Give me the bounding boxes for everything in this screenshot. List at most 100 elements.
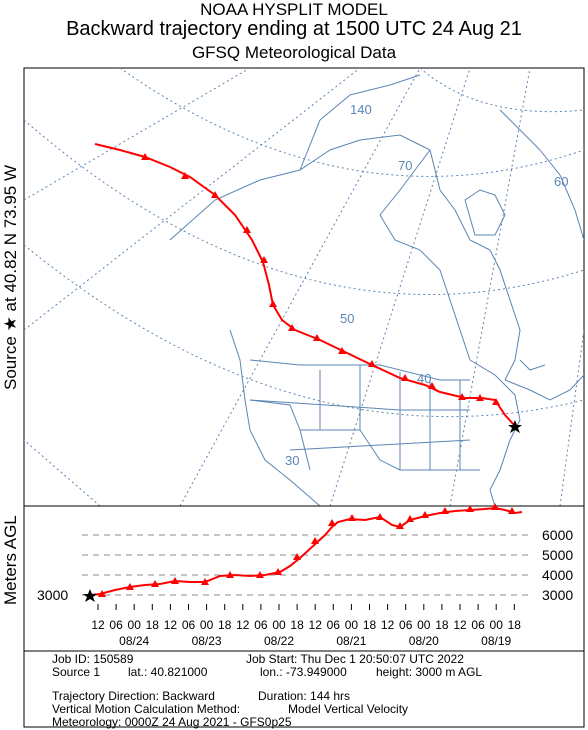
height-marker (376, 513, 384, 520)
graticule (24, 68, 584, 506)
height-start-star-icon (83, 589, 97, 602)
trajectory-marker (181, 172, 189, 179)
vertical-method-label: Vertical Motion Calculation Method: (52, 702, 241, 716)
lat-label-70: 70 (398, 158, 412, 173)
trajectory-marker (492, 398, 500, 405)
start-height-label: 3000 (37, 587, 68, 603)
lat-label-50: 50 (340, 311, 354, 326)
trajectory-marker (338, 347, 346, 354)
source-number: Source 1 (52, 665, 101, 679)
height-marker (406, 515, 414, 522)
trajectory-title: Backward trajectory ending at 1500 UTC 2… (66, 18, 522, 40)
height-trajectory-line (89, 506, 523, 596)
trajectory-marker (458, 393, 466, 400)
hour-tick-label: 00 (417, 618, 431, 632)
height-marker (201, 578, 209, 585)
lat-label-30: 30 (285, 453, 299, 468)
hour-tick-label: 12 (91, 618, 105, 632)
date-tick-label: 08/24 (119, 634, 149, 648)
hour-tick-label: 06 (399, 618, 413, 632)
height-marker (441, 507, 449, 514)
hour-tick-label: 00 (128, 618, 142, 632)
height-marker (508, 507, 516, 514)
hour-tick-label: 18 (435, 618, 449, 632)
hour-tick-label: 18 (146, 618, 160, 632)
time-axis-hour-labels: 12 06 00 18 12 06 00 18 12 06 00 18 12 06 00 18 12 06 00 18… (91, 618, 521, 632)
job-start: Job Start: Thu Dec 1 20:50:07 UTC 2022 (246, 652, 464, 666)
trajectory-marker (368, 360, 376, 367)
height-marker (274, 568, 282, 575)
time-axis-ticks (97, 604, 515, 610)
height-marker (421, 511, 429, 518)
trajectory-line (94, 143, 516, 427)
source-lat: lat.: 40.821000 (128, 665, 208, 679)
height-marker (256, 571, 264, 578)
hour-tick-label: 00 (272, 618, 286, 632)
trajectory-direction: Trajectory Direction: Backward (52, 689, 215, 703)
height-marker (226, 571, 234, 578)
date-tick-label: 08/21 (336, 634, 366, 648)
date-tick-label: 08/22 (264, 634, 294, 648)
height-marker (126, 583, 134, 590)
trajectory-marker (401, 374, 409, 381)
hour-tick-label: 00 (345, 618, 359, 632)
lat-label-60: 60 (554, 174, 568, 189)
hour-tick-label: 12 (381, 618, 395, 632)
date-tick-label: 08/20 (409, 634, 439, 648)
height-marker (293, 553, 301, 560)
height-marker (466, 505, 474, 512)
level-label-4000: 4000 (542, 567, 573, 583)
height-marker (151, 580, 159, 587)
info-box (23, 650, 585, 728)
vertical-method-value: Model Vertical Velocity (288, 702, 409, 716)
height-marker (311, 537, 319, 544)
hour-tick-label: 18 (363, 618, 377, 632)
hour-tick-label: 12 (164, 618, 178, 632)
hour-tick-label: 00 (490, 618, 504, 632)
height-marker (98, 590, 106, 597)
source-lon: lon.: -73.949000 (260, 665, 347, 679)
level-label-3000: 3000 (542, 587, 573, 603)
hour-tick-label: 12 (309, 618, 323, 632)
hour-tick-label: 12 (236, 618, 250, 632)
level-label-5000: 5000 (542, 547, 573, 563)
height-markers (98, 503, 516, 597)
height-panel: 6000 5000 4000 3000 3000 (23, 503, 585, 652)
height-marker (396, 522, 404, 529)
meteorology-title: GFSQ Meteorological Data (191, 43, 397, 62)
hour-tick-label: 18 (508, 618, 522, 632)
job-id: Job ID: 150589 (52, 652, 134, 666)
level-label-6000: 6000 (542, 527, 573, 543)
hour-tick-label: 06 (182, 618, 196, 632)
duration: Duration: 144 hrs (258, 689, 351, 703)
hour-tick-label: 00 (200, 618, 214, 632)
hour-tick-label: 06 (327, 618, 341, 632)
hour-tick-label: 06 (471, 618, 485, 632)
hour-tick-label: 06 (109, 618, 123, 632)
lon-label-140: 140 (350, 102, 372, 117)
coastline (169, 74, 584, 506)
trajectory-marker (428, 382, 436, 389)
hour-tick-label: 12 (453, 618, 467, 632)
meteorology-info: Meteorology: 0000Z 24 Aug 2021 - GFS0p25 (52, 715, 292, 729)
height-marker (491, 503, 499, 510)
model-title: NOAA HYSPLIT MODEL (200, 0, 388, 19)
height-gridlines (82, 534, 532, 596)
height-marker (171, 577, 179, 584)
hour-tick-label: 18 (290, 618, 304, 632)
trajectory-marker (211, 191, 219, 198)
hour-tick-label: 18 (218, 618, 232, 632)
date-tick-label: 08/23 (192, 634, 222, 648)
source-star-icon (508, 420, 522, 433)
height-marker (348, 514, 356, 521)
trajectory-markers (141, 153, 500, 405)
trajectory-marker (260, 256, 268, 263)
map-panel: 30 40 50 70 60 140 (23, 67, 585, 507)
trajectory-marker (141, 153, 149, 160)
hour-tick-label: 06 (254, 618, 268, 632)
height-marker (328, 519, 336, 526)
time-axis-date-labels: 08/24 08/23 08/22 08/21 08/20 08/19 (119, 634, 511, 648)
source-height: height: 3000 m AGL (376, 665, 483, 679)
trajectory-marker (288, 324, 296, 331)
